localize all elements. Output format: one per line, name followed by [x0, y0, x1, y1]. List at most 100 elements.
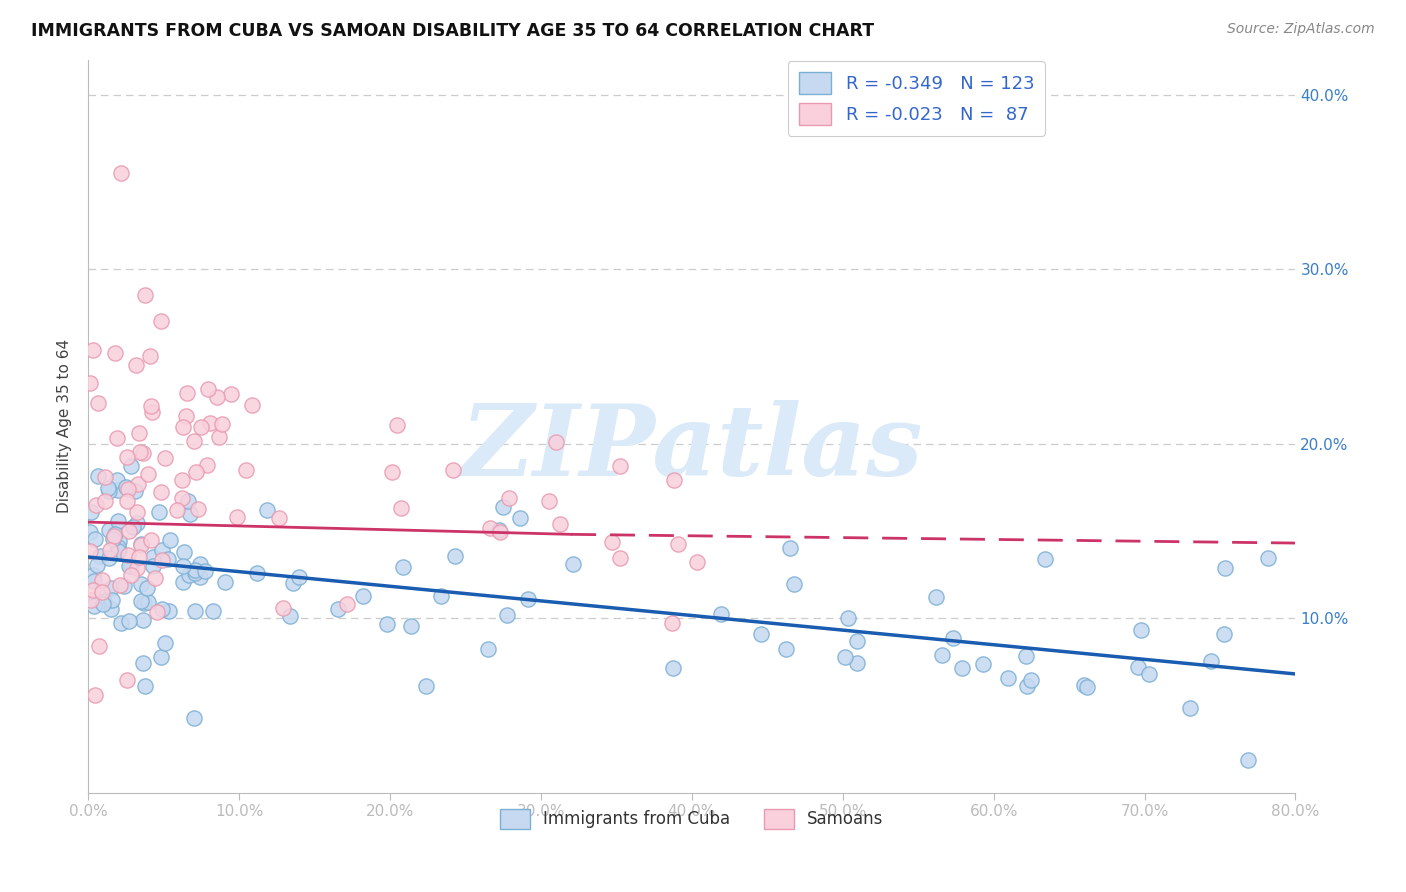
Point — [83, 574, 105, 589]
Point — [132, 657, 155, 671]
Point — [1213, 561, 1236, 575]
Point — [335, 597, 357, 611]
Point — [187, 501, 209, 516]
Point — [83, 599, 105, 613]
Point — [117, 482, 139, 496]
Point — [80, 592, 103, 607]
Point — [89, 640, 111, 654]
Point — [129, 444, 152, 458]
Point — [183, 566, 205, 580]
Point — [1199, 654, 1222, 668]
Point — [430, 589, 453, 603]
Point — [381, 466, 404, 480]
Point — [132, 596, 155, 610]
Point — [190, 420, 212, 434]
Y-axis label: Disability Age 35 to 64: Disability Age 35 to 64 — [58, 339, 72, 513]
Point — [183, 434, 205, 448]
Point — [685, 555, 707, 569]
Point — [477, 642, 499, 657]
Point — [79, 524, 101, 539]
Point — [174, 409, 197, 423]
Point — [925, 591, 948, 605]
Point — [120, 568, 142, 582]
Point — [149, 314, 172, 328]
Point — [104, 527, 127, 541]
Point — [86, 469, 108, 483]
Point — [82, 582, 104, 597]
Point — [942, 631, 965, 645]
Point — [997, 671, 1019, 685]
Point — [391, 560, 413, 574]
Point — [129, 577, 152, 591]
Point — [662, 473, 685, 487]
Point — [496, 608, 519, 623]
Point — [177, 494, 200, 508]
Point — [121, 519, 143, 533]
Point — [86, 498, 108, 512]
Point — [86, 558, 108, 572]
Point — [1015, 679, 1038, 693]
Point — [662, 660, 685, 674]
Point — [110, 166, 132, 180]
Point — [208, 430, 231, 444]
Point — [271, 601, 294, 615]
Point — [661, 615, 683, 630]
Point — [157, 552, 180, 566]
Point — [188, 569, 211, 583]
Point — [91, 574, 114, 588]
Point — [1033, 552, 1056, 566]
Point — [97, 481, 120, 495]
Point — [242, 399, 264, 413]
Point — [142, 558, 165, 573]
Point — [108, 543, 131, 558]
Point — [488, 524, 510, 539]
Point — [1178, 700, 1201, 714]
Text: Source: ZipAtlas.com: Source: ZipAtlas.com — [1227, 22, 1375, 37]
Point — [107, 483, 129, 497]
Point — [84, 688, 107, 702]
Point — [125, 358, 148, 372]
Point — [172, 559, 194, 574]
Point — [139, 533, 162, 548]
Point — [79, 376, 101, 390]
Point — [125, 505, 148, 519]
Point — [132, 613, 155, 627]
Point — [128, 550, 150, 565]
Point — [183, 563, 205, 577]
Point — [1076, 680, 1098, 694]
Point — [105, 431, 128, 445]
Point — [211, 417, 233, 431]
Point — [399, 619, 422, 633]
Point — [415, 680, 437, 694]
Point — [283, 576, 305, 591]
Point — [1137, 666, 1160, 681]
Point — [517, 592, 540, 607]
Point — [101, 593, 124, 607]
Point — [172, 420, 194, 434]
Point — [1237, 753, 1260, 767]
Point — [79, 544, 101, 558]
Point — [1129, 623, 1152, 637]
Point — [609, 458, 631, 473]
Point — [82, 343, 104, 357]
Point — [103, 532, 125, 546]
Point — [509, 510, 531, 524]
Point — [749, 627, 772, 641]
Point — [235, 463, 257, 477]
Point — [226, 510, 249, 524]
Point — [134, 288, 156, 302]
Point — [179, 507, 201, 521]
Point — [950, 661, 973, 675]
Point — [110, 616, 132, 631]
Text: ZIPatlas: ZIPatlas — [461, 400, 922, 496]
Point — [118, 524, 141, 538]
Point — [139, 399, 162, 413]
Point — [179, 567, 201, 582]
Point — [114, 480, 136, 494]
Point — [288, 569, 311, 583]
Point — [479, 521, 502, 535]
Point — [197, 382, 219, 396]
Point — [609, 550, 631, 565]
Point — [127, 477, 149, 491]
Point — [143, 571, 166, 585]
